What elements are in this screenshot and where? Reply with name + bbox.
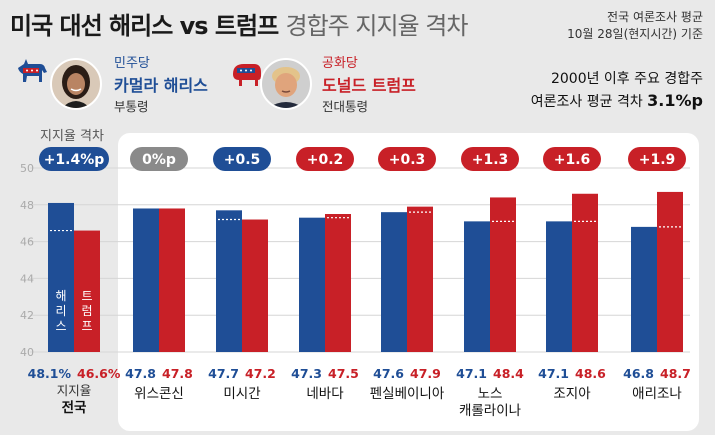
harris-bar (48, 202, 74, 352)
harris-bar (299, 217, 325, 352)
avg-note-value: 3.1%p (647, 91, 703, 110)
trump-photo-icon (260, 58, 312, 110)
trump-value-label: 48.6 (575, 366, 606, 381)
harris-value-label: 47.7 (208, 366, 239, 381)
category-label: 펜실베이니아 (370, 386, 445, 402)
gap-badge (461, 147, 519, 171)
harris-value-label: 47.3 (291, 366, 322, 381)
trump-value-label: 47.9 (410, 366, 441, 381)
national-value-caption: 지지율 (57, 383, 92, 398)
trump-value-label: 48.7 (660, 366, 691, 381)
category-label-line-2: 캐롤라이나 (459, 403, 521, 419)
trump-value-label: 46.6% (77, 366, 121, 381)
elephant-icon (233, 64, 261, 86)
y-tick-label: 40 (20, 346, 34, 359)
gap-badge-label: +0.3 (389, 152, 426, 168)
source-note: 전국 여론조사 평균 10월 28일(현지시간) 기준 (567, 9, 703, 43)
category-label: 조지아 (553, 386, 591, 402)
harris-value-label: 47.8 (125, 366, 156, 381)
page-title: 미국 대선 해리스 vs 트럼프 경합주 지지율 격차 (10, 6, 469, 41)
trump-value-label: 48.4 (493, 366, 524, 381)
category-label: 미시간 (223, 386, 260, 402)
trump-bar (572, 193, 598, 352)
avg-note-line-1: 2000년 이후 주요 경합주 (550, 71, 703, 87)
gap-badge (296, 147, 354, 171)
gap-badge-label: +1.4%p (44, 152, 105, 168)
y-tick-label: 44 (20, 272, 34, 285)
trump-party: 공화당 (322, 56, 358, 71)
harris-party: 민주당 (114, 56, 150, 71)
y-tick-label: 46 (20, 236, 34, 249)
national-gap-label: 지지율 격차 (40, 129, 104, 144)
trump-bar (242, 219, 268, 352)
y-tick-label: 48 (20, 199, 34, 212)
gap-badge-label: +0.2 (307, 152, 344, 168)
y-tick-label: 50 (20, 162, 34, 175)
trump-bar (490, 197, 516, 352)
gap-badge-label: +1.9 (639, 152, 676, 168)
trump-inbar-label: 프 (81, 319, 92, 333)
harris-inbar-label: 해 (55, 289, 66, 303)
source-line-1: 전국 여론조사 평균 (607, 10, 703, 24)
avg-note-prefix: 여론조사 평균 격차 (530, 94, 648, 110)
gap-badge (39, 147, 109, 171)
category-label: 애리조나 (632, 386, 682, 402)
harris-photo-icon (50, 58, 102, 110)
trump-inbar-label: 럼 (81, 304, 92, 318)
gap-badge-label: +1.6 (554, 152, 591, 168)
trump-candidate-block: 공화당 도널드 트럼프 전대통령 (230, 50, 430, 120)
category-label: 노스 (478, 386, 503, 402)
gap-badge-label: +0.5 (224, 152, 261, 168)
trump-bar (325, 214, 351, 352)
gap-badge (628, 147, 686, 171)
trump-name: 도널드 트럼프 (322, 76, 416, 95)
trump-role: 전대통령 (322, 99, 369, 114)
harris-value-label: 47.1 (538, 366, 569, 381)
harris-bar (546, 221, 572, 352)
avg-note-line-2: 여론조사 평균 격차 3.1%p (531, 90, 703, 113)
category-label: 네바다 (306, 386, 344, 402)
trump-bar (407, 206, 433, 352)
trump-bar (74, 230, 100, 352)
harris-name: 카멀라 해리스 (114, 76, 208, 95)
harris-bar (216, 210, 242, 352)
title-sub: 경합주 지지율 격차 (285, 12, 469, 40)
title-main: 미국 대선 해리스 vs 트럼프 (10, 12, 279, 40)
harris-bar (464, 221, 490, 352)
harris-bar (133, 208, 159, 352)
trump-inbar-label: 트 (81, 289, 92, 303)
source-line-2: 10월 28일(현지시간) 기준 (567, 27, 703, 41)
trump-value-label: 47.5 (328, 366, 359, 381)
harris-value-label: 48.1% (28, 366, 72, 381)
category-label: 위스콘신 (134, 386, 184, 402)
harris-value-label: 46.8 (623, 366, 654, 381)
harris-candidate-block: 민주당 카멀라 해리스 부통령 (14, 50, 224, 120)
gap-badge (213, 147, 271, 171)
donkey-icon (18, 59, 47, 82)
gap-badge (543, 147, 601, 171)
trump-bar (657, 191, 683, 352)
harris-inbar-label: 리 (55, 304, 66, 318)
gap-badge (130, 147, 188, 171)
average-gap-note: 2000년 이후 주요 경합주 여론조사 평균 격차 3.1%p (531, 69, 703, 113)
y-tick-label: 42 (20, 309, 34, 322)
category-label: 전국 (62, 399, 87, 416)
trump-value-label: 47.2 (245, 366, 276, 381)
trump-value-label: 47.8 (162, 366, 193, 381)
gap-badge-label: +1.3 (472, 152, 509, 168)
harris-role: 부통령 (114, 99, 149, 114)
harris-bar (631, 226, 657, 352)
gap-badge (378, 147, 436, 171)
harris-value-label: 47.6 (373, 366, 404, 381)
harris-value-label: 47.1 (456, 366, 487, 381)
trump-bar (159, 208, 185, 352)
harris-bar (381, 212, 407, 352)
harris-inbar-label: 스 (55, 319, 66, 333)
gap-badge-label: 0%p (142, 152, 176, 168)
